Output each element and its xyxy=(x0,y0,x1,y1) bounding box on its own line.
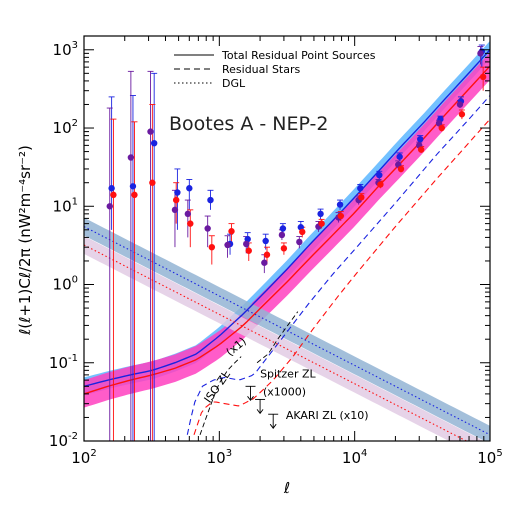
x-tick-label-1: 103 xyxy=(207,448,232,467)
data-point-0-3 xyxy=(174,189,181,196)
data-point-2-9 xyxy=(280,245,288,252)
data-point-2-12 xyxy=(337,212,345,220)
data-point-2-16 xyxy=(417,146,425,153)
data-point-1-10 xyxy=(296,238,303,246)
limit-arrowhead-2 xyxy=(269,423,277,429)
y-tick-label-2: 100 xyxy=(53,275,78,294)
plot-frame xyxy=(83,35,491,442)
data-point-0-0 xyxy=(108,185,115,192)
legend-label-1: Residual Stars xyxy=(222,63,301,76)
legend-label-2: DGL xyxy=(222,77,246,90)
data-point-1-8 xyxy=(261,259,268,266)
data-point-2-17 xyxy=(438,124,445,132)
data-point-0-4 xyxy=(186,185,193,192)
model-curves xyxy=(84,49,490,441)
model-curve-5 xyxy=(84,244,468,441)
model-bands xyxy=(84,40,490,441)
y-tick-label-3: 101 xyxy=(53,196,78,215)
data-point-2-10 xyxy=(299,228,306,236)
y-tick-label-0: 10-2 xyxy=(49,431,78,450)
data-points xyxy=(106,48,487,266)
data-point-0-16 xyxy=(417,135,424,143)
x-axis-label: ℓ xyxy=(283,479,290,497)
data-point-0-5 xyxy=(207,196,214,204)
data-point-0-11 xyxy=(317,210,324,218)
data-point-2-3 xyxy=(172,196,180,204)
data-point-0-14 xyxy=(376,171,383,179)
data-point-1-9 xyxy=(278,231,286,239)
data-point-2-1 xyxy=(131,191,138,199)
spitzer-zl-line xyxy=(256,311,299,364)
x-tick-label-2: 104 xyxy=(342,448,367,467)
annotation-3: ISO ZL xyxy=(202,368,234,406)
data-point-2-13 xyxy=(358,194,365,201)
data-point-1-19 xyxy=(477,50,484,57)
data-point-0-1 xyxy=(129,183,137,190)
axis-ticks xyxy=(83,36,490,442)
error-bars xyxy=(106,44,487,441)
data-point-1-6 xyxy=(224,241,231,249)
data-point-1-5 xyxy=(204,225,211,232)
data-point-2-15 xyxy=(397,165,405,173)
data-point-1-1 xyxy=(127,154,135,161)
data-point-2-7 xyxy=(245,247,252,254)
chart-subtitle: Bootes A - NEP-2 xyxy=(169,113,329,135)
legend-label-0: Total Residual Point Sources xyxy=(221,49,376,62)
model-curve-0 xyxy=(84,49,490,387)
data-point-0-15 xyxy=(396,153,403,160)
annotation-2: (x1000) xyxy=(263,386,306,399)
model-band-1 xyxy=(84,52,490,408)
data-point-0-12 xyxy=(336,201,344,208)
data-point-2-18 xyxy=(458,111,466,118)
zodiacal-light-lines xyxy=(199,311,299,435)
data-point-2-2 xyxy=(149,179,156,186)
data-point-1-18 xyxy=(456,101,464,108)
model-band-5 xyxy=(84,236,484,441)
y-tick-label-4: 102 xyxy=(53,118,78,137)
data-point-2-5 xyxy=(208,243,216,251)
y-axis-label: ℓ(ℓ+1)Cℓ/2π (nW²m⁻⁴sr⁻²) xyxy=(16,145,34,336)
x-tick-label-0: 102 xyxy=(71,448,96,467)
data-point-2-14 xyxy=(377,181,384,188)
data-point-0-8 xyxy=(262,237,269,245)
data-point-2-8 xyxy=(263,251,271,258)
model-curve-2 xyxy=(186,95,490,435)
y-tick-label-5: 103 xyxy=(53,40,78,59)
x-tick-label-3: 105 xyxy=(477,448,502,467)
tick-labels: 102 103 104 105 10-2 10-1 100 101 102 103 xyxy=(49,40,503,467)
model-band-4 xyxy=(84,217,490,441)
annotation-4: AKARI ZL (x10) xyxy=(286,409,369,422)
data-point-1-3 xyxy=(171,206,179,214)
data-point-1-4 xyxy=(184,210,192,218)
iso-zl-line xyxy=(199,356,242,435)
model-curve-4 xyxy=(84,226,490,436)
data-point-2-4 xyxy=(187,220,194,227)
limit-arrowhead-1 xyxy=(256,409,264,415)
data-point-2-6 xyxy=(228,228,235,235)
data-point-1-2 xyxy=(147,128,154,135)
data-point-0-2 xyxy=(150,139,158,147)
annotation-1: Spitzer ZL xyxy=(260,367,316,380)
data-point-0-9 xyxy=(279,225,287,232)
data-point-1-7 xyxy=(243,240,250,248)
data-point-0-13 xyxy=(357,185,364,192)
data-point-1-17 xyxy=(435,120,443,127)
y-tick-label-1: 10-1 xyxy=(49,353,78,372)
data-point-1-0 xyxy=(106,203,113,210)
model-curve-3 xyxy=(193,118,490,435)
data-point-2-19 xyxy=(479,73,487,81)
data-point-2-11 xyxy=(318,220,325,227)
limit-arrowhead-0 xyxy=(247,396,254,402)
data-point-2-0 xyxy=(110,191,117,199)
